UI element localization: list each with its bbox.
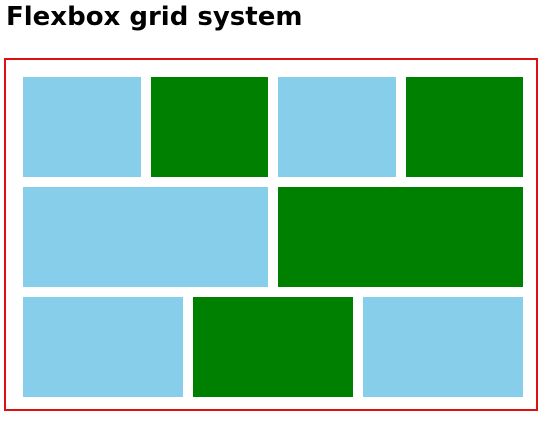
grid-cell-dark <box>278 187 523 287</box>
grid-row <box>23 77 523 177</box>
grid-cell-light <box>363 297 523 397</box>
page-title: Flexbox grid system <box>6 2 303 32</box>
grid-cell-dark <box>405 77 523 177</box>
grid-cell-dark <box>193 297 353 397</box>
grid-cell-light <box>23 297 183 397</box>
grid-cell-light <box>23 187 268 287</box>
grid-cell-light <box>278 77 396 177</box>
grid-cell-dark <box>150 77 268 177</box>
grid-cell-light <box>23 77 141 177</box>
grid-rows <box>23 77 523 397</box>
grid-row <box>23 297 523 397</box>
flex-grid-container <box>4 58 538 411</box>
grid-row <box>23 187 523 287</box>
